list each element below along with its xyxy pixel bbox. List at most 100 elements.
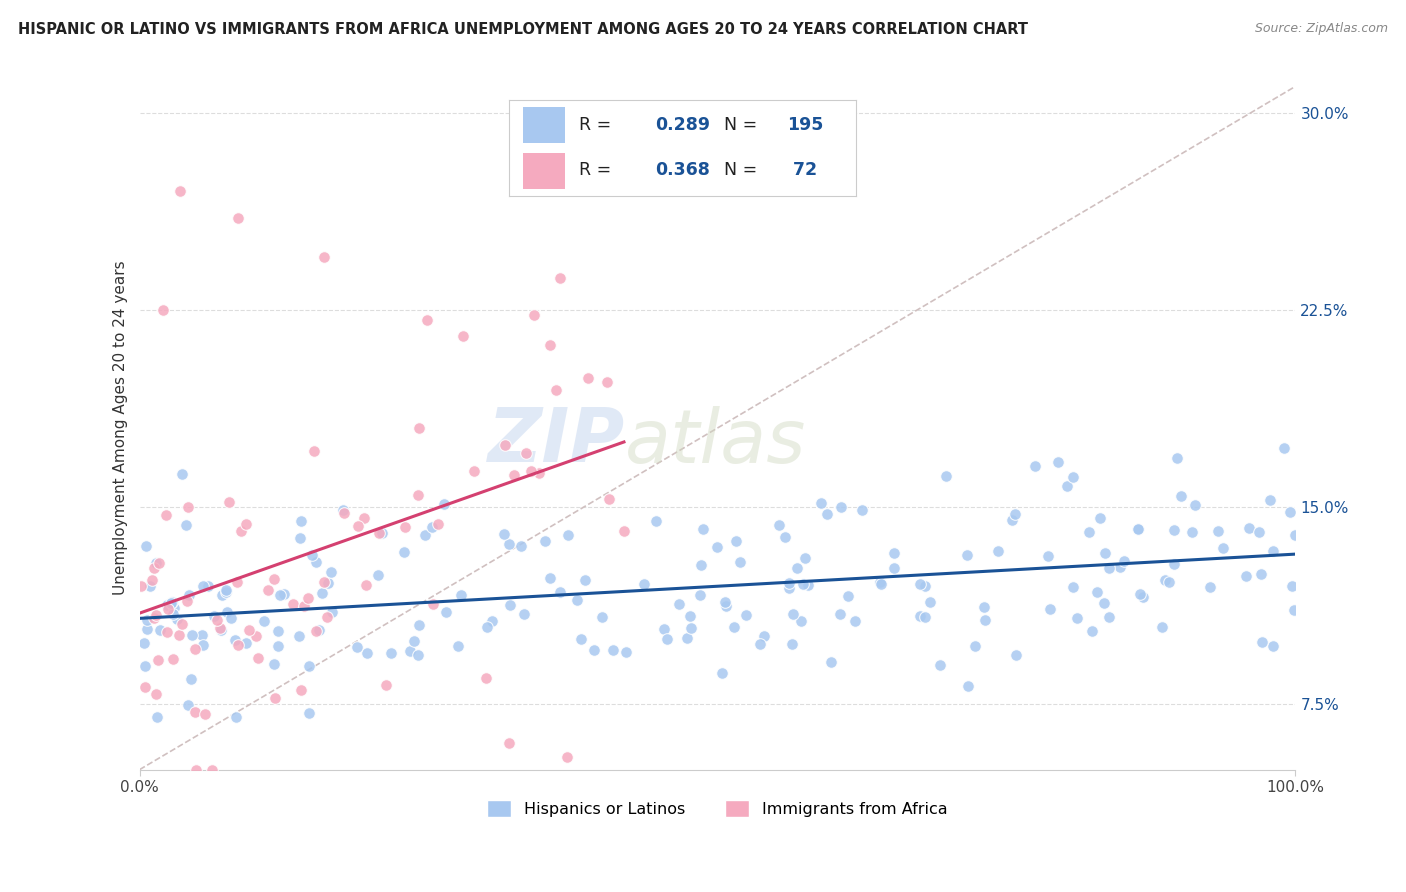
Point <box>367 567 389 582</box>
Point <box>305 555 328 569</box>
Point <box>956 679 979 693</box>
Point <box>1281 579 1303 593</box>
Point <box>422 597 444 611</box>
Point <box>794 550 817 565</box>
Point <box>134 680 156 694</box>
Point <box>321 605 343 619</box>
Point <box>446 640 468 654</box>
Point <box>775 530 797 544</box>
Point <box>523 308 546 322</box>
Point <box>156 602 179 616</box>
Point <box>229 524 252 538</box>
Point <box>197 578 219 592</box>
Point <box>509 539 531 553</box>
Point <box>416 313 439 327</box>
Point <box>215 585 238 599</box>
Point <box>169 628 191 642</box>
Point <box>184 642 207 657</box>
Point <box>298 706 321 721</box>
Point <box>145 607 167 622</box>
Y-axis label: Unemployment Among Ages 20 to 24 years: Unemployment Among Ages 20 to 24 years <box>114 260 128 595</box>
Point <box>155 624 177 639</box>
Point <box>844 614 866 628</box>
Point <box>146 710 169 724</box>
Point <box>810 495 832 509</box>
Point <box>162 607 184 621</box>
Point <box>910 577 932 591</box>
Point <box>974 613 997 627</box>
Point <box>1250 566 1272 581</box>
Point <box>690 558 713 572</box>
Point <box>290 514 312 528</box>
Point <box>174 518 197 533</box>
Point <box>1098 560 1121 574</box>
Point <box>177 500 200 514</box>
Point <box>152 302 174 317</box>
Point <box>215 582 238 597</box>
Point <box>920 595 942 609</box>
Point <box>569 632 592 646</box>
Point <box>298 658 321 673</box>
Point <box>1062 580 1084 594</box>
Point <box>135 539 157 553</box>
Point <box>1263 544 1285 558</box>
Point <box>375 678 398 692</box>
Point <box>714 599 737 613</box>
Point <box>681 621 703 635</box>
Point <box>1258 492 1281 507</box>
Point <box>714 595 737 609</box>
Point <box>156 599 179 613</box>
Point <box>1078 524 1101 539</box>
Point <box>305 624 328 638</box>
Point <box>228 638 250 652</box>
Text: ZIP: ZIP <box>488 405 626 478</box>
Point <box>786 561 808 575</box>
Point <box>184 763 207 777</box>
Point <box>668 598 690 612</box>
Point <box>1004 507 1026 521</box>
Point <box>434 605 457 619</box>
Point <box>201 763 224 777</box>
Point <box>735 607 758 622</box>
Point <box>148 556 170 570</box>
Point <box>1184 499 1206 513</box>
Point <box>574 573 596 587</box>
Point <box>1263 639 1285 653</box>
Point <box>475 619 498 633</box>
Point <box>782 607 804 621</box>
Point <box>1001 513 1024 527</box>
Point <box>177 698 200 712</box>
Point <box>427 516 450 531</box>
Point <box>215 606 238 620</box>
Point <box>595 375 617 389</box>
Point <box>170 617 193 632</box>
Point <box>290 682 312 697</box>
Point <box>815 507 838 521</box>
Point <box>725 533 748 548</box>
Point <box>679 609 702 624</box>
Point <box>675 632 697 646</box>
Point <box>723 620 745 634</box>
Point <box>269 588 291 602</box>
Point <box>538 337 561 351</box>
Point <box>828 607 851 621</box>
Point <box>929 657 952 672</box>
Point <box>264 691 287 706</box>
Point <box>311 586 333 600</box>
Point <box>1234 569 1257 583</box>
Point <box>1282 603 1305 617</box>
Point <box>163 600 186 615</box>
Point <box>987 544 1010 558</box>
Point <box>235 635 257 649</box>
Point <box>245 628 267 642</box>
Point <box>567 593 589 607</box>
Point <box>194 707 217 722</box>
Text: Source: ZipAtlas.com: Source: ZipAtlas.com <box>1254 22 1388 36</box>
Point <box>935 469 957 483</box>
Point <box>1085 584 1108 599</box>
Point <box>527 467 550 481</box>
Point <box>273 587 295 601</box>
Point <box>191 638 214 652</box>
Point <box>225 574 247 589</box>
Point <box>778 582 800 596</box>
